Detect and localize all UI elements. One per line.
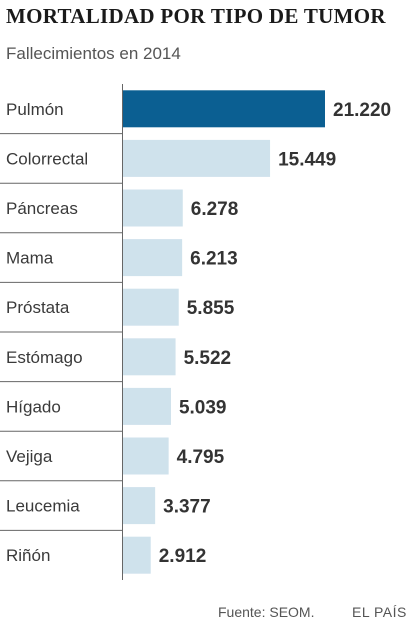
bar — [123, 536, 151, 574]
brand-credit: EL PAÍS — [352, 604, 407, 620]
category-label: Estómago — [6, 348, 83, 367]
category-label: Pulmón — [6, 100, 64, 119]
category-label: Mama — [6, 249, 54, 268]
bar-highlighted — [123, 90, 325, 128]
bar — [123, 139, 271, 177]
category-label: Próstata — [6, 298, 70, 317]
bar — [123, 189, 183, 227]
chart-title: MORTALIDAD POR TIPO DE TUMOR — [6, 4, 386, 28]
source-note: Fuente: SEOM. — [218, 604, 315, 620]
value-label: 5.855 — [187, 298, 235, 319]
value-label: 21.220 — [333, 100, 391, 121]
category-label: Riñón — [6, 546, 50, 565]
bar-chart: Pulmón 21.220 Colorrectal 15.449 Páncreas 6.2… — [0, 84, 391, 580]
value-label: 5.039 — [179, 397, 227, 418]
value-label: 6.213 — [190, 249, 238, 270]
value-label: 2.912 — [159, 546, 207, 567]
category-label: Colorrectal — [6, 149, 88, 168]
category-label: Leucemia — [6, 497, 80, 516]
category-label: Vejiga — [6, 447, 53, 466]
bar — [123, 437, 169, 475]
chart-subtitle: Fallecimientos en 2014 — [6, 44, 181, 63]
value-label: 6.278 — [191, 199, 239, 220]
value-label: 3.377 — [163, 497, 211, 518]
category-label: Páncreas — [6, 199, 78, 218]
value-label: 15.449 — [278, 149, 336, 170]
bar — [123, 239, 183, 277]
value-label: 4.795 — [177, 447, 225, 468]
category-label: Hígado — [6, 397, 61, 416]
bar — [123, 288, 179, 326]
bar — [123, 338, 176, 376]
bar — [123, 387, 171, 425]
bar — [123, 487, 156, 525]
value-label: 5.522 — [184, 348, 232, 369]
